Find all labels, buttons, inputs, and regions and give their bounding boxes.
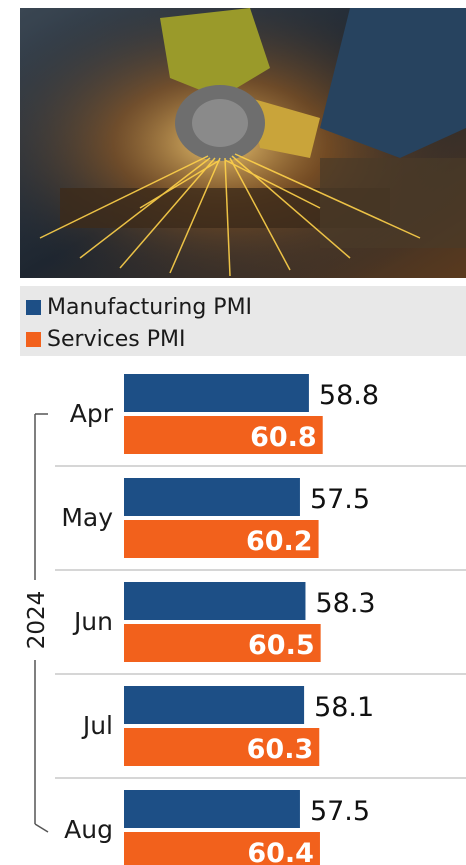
value-label-services: 60.3 (247, 734, 314, 765)
bar-manufacturing (124, 374, 309, 412)
value-label-services: 60.8 (250, 422, 317, 453)
value-label-manufacturing: 58.8 (319, 380, 379, 411)
value-label-services: 60.2 (246, 526, 313, 557)
value-label-services: 60.4 (247, 838, 314, 865)
industrial-photo (20, 8, 466, 278)
legend-label-manufacturing: Manufacturing PMI (47, 294, 253, 320)
year-bracket-bottom-tick (34, 823, 49, 833)
bar-services (124, 832, 320, 865)
pmi-bar-chart: 2024 Apr 58.860.8 May 57.5 60.2 Jun 58.360.5 Jul… (24, 374, 466, 865)
value-label-manufacturing: 58.3 (315, 588, 375, 619)
category-label: May (61, 503, 113, 532)
angle-grinder-sparks-icon (20, 8, 466, 278)
legend-item-services: Services PMI (26, 324, 186, 354)
legend-item-manufacturing: Manufacturing PMI (26, 292, 252, 322)
bar-services (124, 520, 319, 558)
category-label: Jul (81, 711, 113, 740)
year-label: 2024 (24, 591, 50, 650)
legend-label-services: Services PMI (47, 326, 186, 352)
bar-manufacturing (124, 790, 300, 828)
legend-swatch-services (26, 331, 41, 347)
category-label: Aug (64, 815, 113, 844)
legend-swatch-manufacturing (26, 299, 41, 315)
legend: Manufacturing PMI Services PMI (20, 286, 466, 356)
bar-services (124, 728, 320, 766)
category-label: Apr (70, 399, 114, 428)
bar-services (124, 624, 321, 662)
bar-manufacturing (124, 478, 300, 516)
value-label-manufacturing: 57.5 (310, 484, 370, 515)
bar-manufacturing (124, 686, 305, 724)
bar-services (124, 416, 323, 454)
value-label-services: 60.5 (248, 630, 315, 661)
value-label-manufacturing: 58.1 (314, 692, 374, 723)
category-label: Jun (72, 607, 113, 636)
bar-manufacturing (124, 582, 306, 620)
value-label-manufacturing: 57.5 (310, 796, 370, 827)
year-label-background (26, 580, 46, 660)
